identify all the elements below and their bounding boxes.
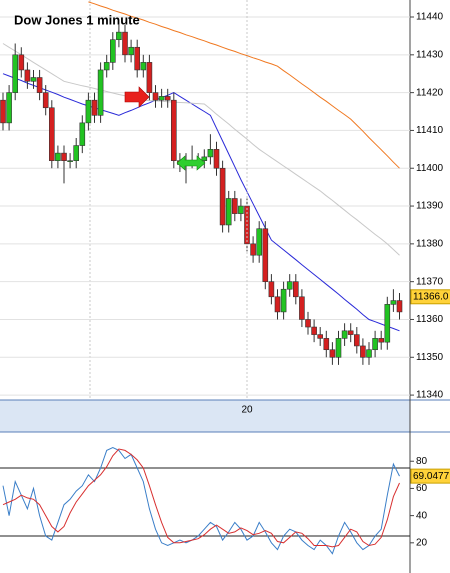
- candle-body: [152, 92, 159, 101]
- candle-body: [73, 145, 79, 161]
- candle-body: [335, 338, 342, 358]
- last-price-box: [410, 289, 450, 305]
- annotation-arrow: [176, 155, 206, 171]
- y-tick-label: 11350: [416, 352, 444, 363]
- candle-body: [341, 330, 348, 339]
- candle-body: [61, 152, 67, 161]
- candle-body: [378, 338, 385, 343]
- y-tick-label: 11420: [416, 87, 444, 98]
- candle-body: [97, 69, 104, 116]
- candle-body: [268, 281, 275, 298]
- candle-body: [262, 228, 269, 282]
- axes: 11340 11350 11360 11370 11380 11390 11400 11410…: [241, 0, 450, 548]
- candle-body: [323, 338, 330, 351]
- candle-body: [299, 296, 305, 320]
- candle-body: [36, 77, 43, 93]
- price-plot: [0, 1, 410, 396]
- annotation-arrow: [124, 86, 150, 108]
- candle-body: [116, 31, 122, 40]
- candle-body: [0, 99, 6, 124]
- stochastic-plot: [0, 447, 410, 555]
- candle-body: [390, 300, 397, 305]
- candle-body: [85, 99, 92, 124]
- y-tick-label: 11400: [416, 163, 444, 174]
- y-tick-label: 11440: [416, 12, 444, 23]
- y-tick-label: 11360: [416, 314, 444, 325]
- candle-body: [311, 326, 317, 335]
- candle-body: [6, 92, 12, 124]
- indicator-line: [2, 43, 400, 256]
- candle-body: [164, 96, 171, 101]
- indicator-line: [2, 73, 400, 332]
- candle-body: [24, 69, 31, 82]
- candle-body: [134, 46, 140, 71]
- candle-body: [372, 338, 378, 351]
- y-tick-label: 11410: [416, 125, 444, 136]
- last-value-label: 69.0477: [413, 471, 450, 482]
- last-value-box: [410, 468, 450, 484]
- candle-body: [91, 99, 98, 116]
- y-tick-label: 60: [416, 483, 428, 494]
- candle-body: [396, 300, 403, 313]
- candle-body: [317, 334, 324, 339]
- candle-body: [213, 149, 220, 169]
- candle-body: [225, 198, 232, 226]
- chart-title: Dow Jones 1 minute: [14, 12, 140, 27]
- candle-body: [238, 205, 244, 214]
- indicator-line: [2, 447, 400, 555]
- candle-body: [55, 152, 61, 161]
- candle-body: [12, 54, 18, 93]
- candle-body: [67, 160, 73, 162]
- indicator-line: [88, 1, 400, 169]
- candle-body: [207, 149, 214, 158]
- indicator-line: [2, 448, 400, 548]
- y-tick-label: 80: [416, 456, 428, 467]
- candle-body: [110, 39, 116, 63]
- candle-body: [30, 77, 37, 82]
- candle-body: [280, 288, 287, 313]
- candle-body: [366, 349, 372, 358]
- candle-body: [42, 92, 49, 109]
- candle-body: [128, 46, 134, 56]
- last-price-label: 11366.0: [413, 291, 449, 302]
- candle-body: [219, 167, 226, 226]
- candle-body: [79, 122, 86, 146]
- candle-body: [48, 107, 55, 161]
- candle-body: [256, 228, 263, 256]
- candle-body: [286, 281, 293, 290]
- candle-body: [329, 349, 336, 358]
- candle-body: [360, 345, 366, 358]
- candle-body: [305, 319, 311, 328]
- candle-body: [353, 334, 360, 347]
- y-tick-label: 11370: [416, 276, 444, 287]
- candle-body: [171, 99, 177, 161]
- candle-body: [384, 304, 391, 343]
- y-tick-label: 11390: [416, 201, 444, 212]
- candle-body: [146, 62, 153, 93]
- candle-body: [232, 198, 238, 214]
- candle-body: [347, 330, 354, 335]
- y-tick-label: 11380: [416, 238, 444, 249]
- candle-body: [201, 156, 208, 161]
- y-tick-label: 40: [416, 510, 428, 521]
- candle-body: [292, 281, 299, 298]
- candle-body: [158, 96, 165, 101]
- candle-body: [103, 62, 110, 71]
- candle-body: [274, 296, 281, 313]
- date-strip: [0, 400, 410, 432]
- candle-body: [18, 54, 25, 71]
- candle-body: [250, 243, 256, 256]
- candle-body: [122, 31, 128, 56]
- y-tick-label: 11430: [416, 49, 444, 60]
- candle-body: [140, 62, 147, 71]
- y-tick-label: 11340: [416, 390, 444, 401]
- x-tick-label: 20: [241, 405, 253, 416]
- y-tick-label: 20: [416, 537, 428, 548]
